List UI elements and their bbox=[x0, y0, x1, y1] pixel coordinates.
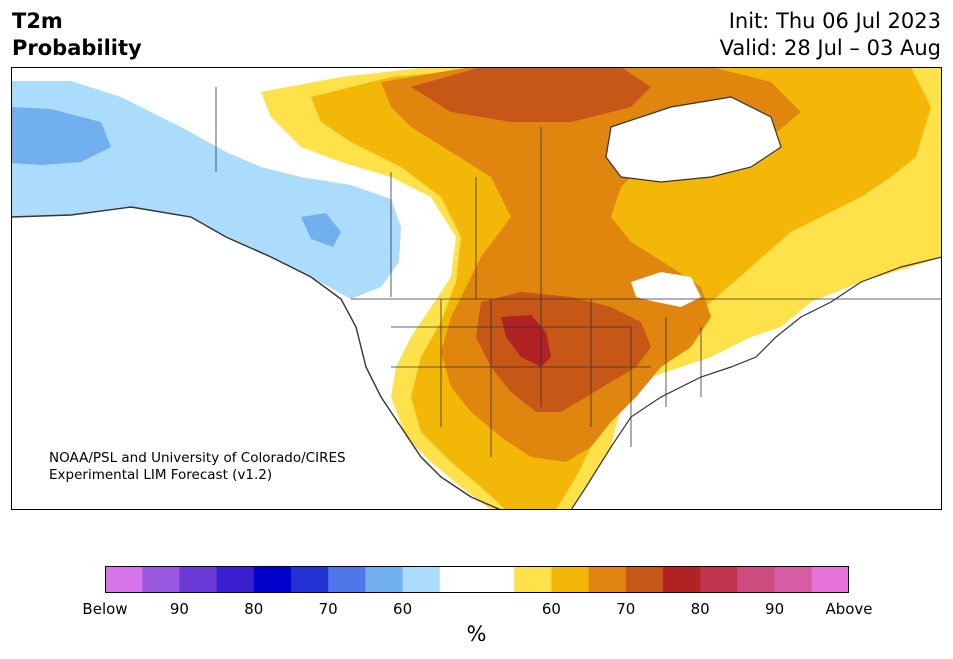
colorbar-unit: % bbox=[466, 622, 487, 646]
colorbar-swatch bbox=[477, 566, 515, 593]
colorbar-swatch bbox=[514, 566, 552, 593]
colorbar-swatch bbox=[105, 566, 143, 593]
colorbar bbox=[105, 566, 849, 593]
colorbar-tick-label: 80 bbox=[690, 600, 710, 618]
colorbar-swatch bbox=[402, 566, 441, 593]
colorbar-swatch bbox=[774, 566, 813, 593]
colorbar-swatch bbox=[328, 566, 366, 593]
map-title: T2m Probability bbox=[12, 8, 142, 62]
colorbar-tick-label: Above bbox=[825, 600, 873, 618]
colorbar-swatch bbox=[179, 566, 218, 593]
valid-date: Valid: 28 Jul – 03 Aug bbox=[719, 36, 941, 60]
credit-line-2: Experimental LIM Forecast (v1.2) bbox=[49, 467, 273, 483]
title-line-1: T2m bbox=[12, 9, 63, 33]
colorbar-swatch bbox=[291, 566, 329, 593]
colorbar-tick-label: Below bbox=[82, 600, 128, 618]
colorbar-tick-label: 90 bbox=[169, 600, 189, 618]
credit-text: NOAA/PSL and University of Colorado/CIRE… bbox=[49, 450, 346, 484]
colorbar-swatch bbox=[663, 566, 701, 593]
probability-map bbox=[11, 67, 942, 510]
colorbar-tick-label: 90 bbox=[765, 600, 785, 618]
colorbar-swatch bbox=[737, 566, 776, 593]
colorbar-swatch bbox=[551, 566, 590, 593]
colorbar-swatch bbox=[365, 566, 404, 593]
below-normal-region bbox=[11, 81, 401, 299]
colorbar-tick-label: 80 bbox=[244, 600, 264, 618]
credit-line-1: NOAA/PSL and University of Colorado/CIRE… bbox=[49, 450, 346, 466]
colorbar-labels: Below 90 80 70 60 60 70 80 90 Above bbox=[0, 600, 953, 620]
title-line-2: Probability bbox=[12, 36, 142, 60]
colorbar-swatch bbox=[439, 566, 478, 593]
colorbar-swatch bbox=[700, 566, 738, 593]
colorbar-swatch bbox=[588, 566, 627, 593]
init-date: Init: Thu 06 Jul 2023 bbox=[728, 9, 941, 33]
colorbar-tick-label: 60 bbox=[541, 600, 561, 618]
colorbar-swatch bbox=[253, 566, 292, 593]
colorbar-tick-label: 70 bbox=[318, 600, 338, 618]
colorbar-swatch bbox=[142, 566, 180, 593]
colorbar-swatch bbox=[216, 566, 255, 593]
date-info: Init: Thu 06 Jul 2023 Valid: 28 Jul – 03… bbox=[720, 8, 941, 62]
colorbar-swatch bbox=[625, 566, 664, 593]
colorbar-tick-label: 60 bbox=[393, 600, 413, 618]
colorbar-swatch bbox=[811, 566, 849, 593]
colorbar-tick-label: 70 bbox=[616, 600, 636, 618]
